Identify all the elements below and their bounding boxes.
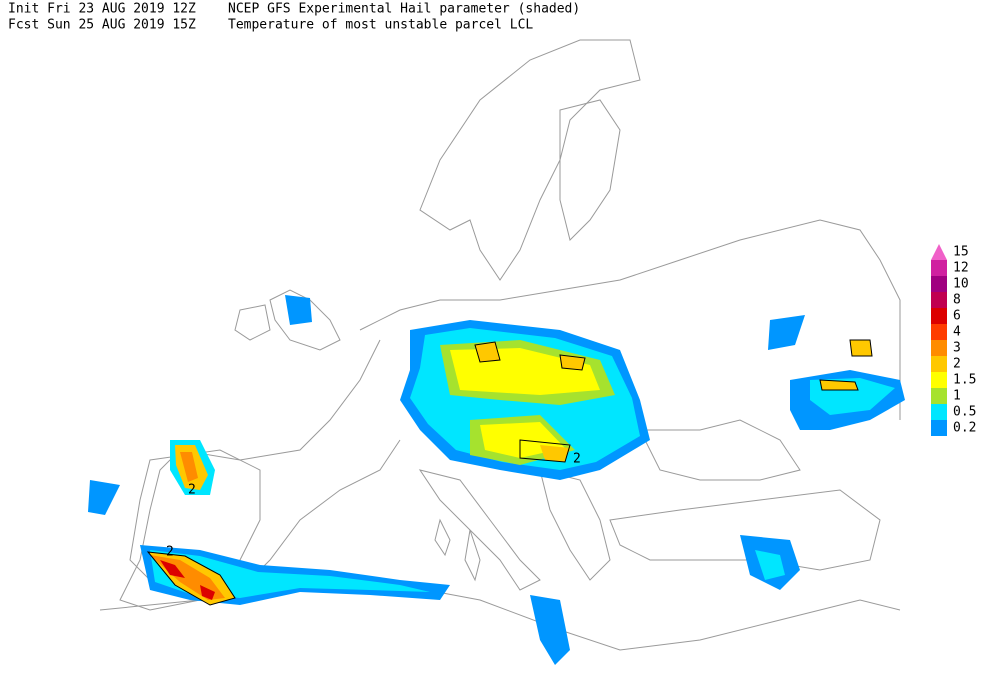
legend-swatch xyxy=(931,324,947,340)
init-time: Init Fri 23 AUG 2019 12Z xyxy=(8,2,196,17)
legend-label: 0.2 xyxy=(953,421,976,436)
subtitle: Temperature of most unstable parcel LCL xyxy=(228,18,533,33)
legend-label: 0.5 xyxy=(953,405,976,420)
legend-swatch xyxy=(931,388,947,404)
legend-swatch xyxy=(931,420,947,436)
legend-label: 10 xyxy=(953,277,969,292)
contour-label: 2 xyxy=(188,483,196,498)
legend-label: 1.5 xyxy=(953,373,976,388)
valid-time: Fcst Sun 25 AUG 2019 15Z xyxy=(8,18,196,33)
legend-label: 15 xyxy=(953,245,969,260)
legend-label: 8 xyxy=(953,293,961,308)
legend-swatch xyxy=(931,356,947,372)
legend-swatch xyxy=(931,260,947,276)
legend-swatch xyxy=(931,276,947,292)
legend-swatch xyxy=(931,308,947,324)
legend-swatch xyxy=(931,292,947,308)
title: NCEP GFS Experimental Hail parameter (sh… xyxy=(228,2,580,17)
legend-label: 3 xyxy=(953,341,961,356)
contour-label: 2 xyxy=(166,545,174,560)
legend-label: 2 xyxy=(953,357,961,372)
legend-label: 4 xyxy=(953,325,961,340)
legend-swatch xyxy=(931,372,947,388)
legend-swatch xyxy=(931,404,947,420)
legend-swatch xyxy=(931,244,947,260)
legend-label: 12 xyxy=(953,261,969,276)
contour-labels: 2 2 2 xyxy=(166,452,581,560)
legend-label: 6 xyxy=(953,309,961,324)
contour-label: 2 xyxy=(573,452,581,467)
hail-shading xyxy=(88,295,905,665)
legend-swatch xyxy=(931,340,947,356)
legend-label: 1 xyxy=(953,389,961,404)
